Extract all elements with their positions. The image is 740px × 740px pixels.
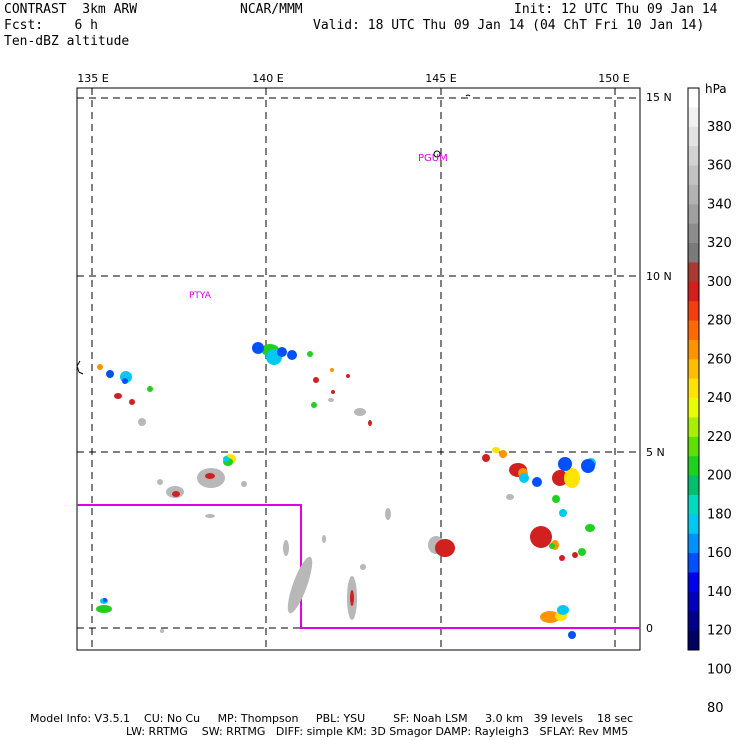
colorbar-swatch (688, 204, 699, 225)
colorbar-label: 200 (707, 469, 732, 484)
init-time: Init: 12 UTC Thu 09 Jan 14 (514, 2, 718, 17)
colorbar-label: 240 (707, 391, 732, 406)
colorbar-label: 180 (707, 507, 732, 522)
colorbar-label: 260 (707, 352, 732, 367)
lat-label-10n: 10 N (646, 270, 672, 283)
lat-label-0: 0 (646, 622, 653, 635)
green-echoes (96, 344, 595, 613)
colorbar-swatch (688, 320, 699, 341)
colorbar-swatch (688, 359, 699, 380)
colorbar-labels: 380 360 340 320 300 280 260 240 220 200 180 160 140 1… (707, 120, 732, 740)
forecast-hour: Fcst: 6 h (4, 18, 98, 33)
valid-time: Valid: 18 UTC Thu 09 Jan 14 (04 ChT Fri … (313, 18, 705, 33)
colorbar-swatch (688, 262, 699, 283)
colorbar-swatch (688, 126, 699, 147)
red-echoes (114, 374, 578, 606)
colorbar-swatch (688, 301, 699, 322)
island-outline-west (76, 360, 84, 375)
colorbar-swatch (688, 475, 699, 496)
lon-label-135: 135 E (77, 72, 108, 85)
colorbar-unit: hPa (705, 82, 727, 96)
colorbar-label: 280 (707, 314, 732, 329)
lon-label-140: 140 E (252, 72, 283, 85)
station-pgum-marker (433, 150, 441, 158)
lon-label-150: 150 E (598, 72, 629, 85)
model-info-line1: Model Info: V3.5.1 CU: No Cu MP: Thompso… (30, 712, 634, 725)
colorbar-swatch (688, 88, 699, 108)
organization-label: NCAR/MMM (240, 2, 303, 17)
colorbar-swatch (688, 184, 699, 205)
colorbar-label: 340 (707, 197, 732, 212)
colorbar-swatch (688, 611, 699, 632)
colorbar-label: 300 (707, 275, 732, 290)
colorbar-frame (687, 87, 700, 651)
colorbar-swatch (688, 378, 699, 399)
model-info-line2: LW: RRTMG SW: RRTMG DIFF: simple KM: 3D … (126, 725, 629, 738)
colorbar-label: 120 (707, 624, 732, 639)
colorbar-swatch (688, 223, 699, 244)
colorbar-label: 160 (707, 546, 732, 561)
lat-label-15n: 15 N (646, 91, 672, 104)
station-pgum-label: PGUM (418, 153, 448, 164)
colorbar-swatch (688, 165, 699, 186)
map-frame (76, 87, 641, 651)
model-title: CONTRAST 3km ARW (4, 2, 138, 17)
island-outline (465, 94, 471, 97)
colorbar-swatch (688, 436, 699, 457)
colorbar-label: 220 (707, 430, 732, 445)
field-name: Ten-dBZ altitude (4, 34, 130, 49)
colorbar-swatch (688, 398, 699, 418)
colorbar-swatch (688, 630, 699, 651)
colorbar-swatch (688, 533, 699, 554)
colorbar-swatch (688, 243, 699, 263)
colorbar-swatch (688, 514, 699, 535)
colorbar-label: 320 (707, 236, 732, 251)
colorbar-swatch (688, 494, 699, 515)
colorbar-swatch (688, 572, 699, 593)
colorbar-label: 100 (707, 662, 732, 677)
colorbar-label: 380 (707, 120, 732, 135)
colorbar-swatch (688, 146, 699, 167)
blue-echoes (103, 342, 595, 639)
colorbar-swatch (688, 417, 699, 438)
colorbar-label: 140 (707, 585, 732, 600)
colorbar (688, 88, 699, 651)
colorbar-swatch (688, 339, 699, 360)
colorbar-label: 360 (707, 159, 732, 174)
colorbar-swatch (688, 553, 699, 573)
colorbar-swatch (688, 456, 699, 477)
colorbar-swatch (688, 281, 699, 302)
colorbar-swatch (688, 591, 699, 612)
colorbar-swatch (688, 107, 699, 128)
station-ptya-label: PTYA (189, 291, 212, 301)
lon-label-145: 145 E (425, 72, 456, 85)
colorbar-label: 80 (707, 701, 724, 716)
lat-label-5n: 5 N (646, 446, 665, 459)
